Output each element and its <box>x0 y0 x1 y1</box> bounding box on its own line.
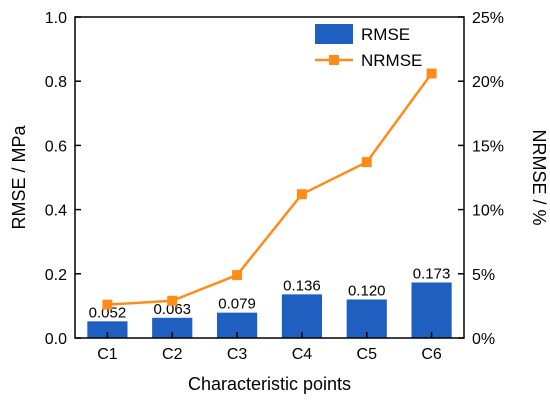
nrmse-marker-c3 <box>232 270 243 281</box>
y-tick-label-right: 15% <box>472 138 504 155</box>
bar-c2 <box>152 317 193 338</box>
y-tick-label-right: 5% <box>472 267 495 284</box>
bar-value-label-c4: 0.136 <box>283 277 321 294</box>
y-tick-label-left: 0.2 <box>45 267 67 284</box>
y-tick-label-left: 0.0 <box>45 331 67 348</box>
nrmse-marker-c4 <box>296 189 307 200</box>
bar-data-labels: 0.052 0.063 0.079 0.136 0.120 0.173 <box>89 265 451 321</box>
y-tick-label-right: 0% <box>472 331 495 348</box>
y-tick-label-right: 10% <box>472 203 504 220</box>
axis-ticks: 0.0 0.2 0.4 0.6 0.8 1.0 0% 5% 10% 15% 20% 25% C1 C2 C3… <box>45 10 504 363</box>
bar-series <box>87 282 452 338</box>
y-tick-label-left: 0.4 <box>45 203 67 220</box>
nrmse-marker-c2 <box>167 295 178 306</box>
bar-c5 <box>346 299 387 338</box>
legend-swatch-rmse <box>315 24 353 44</box>
x-tick-label-c1: C1 <box>97 346 118 363</box>
plot-area: 0.052 0.063 0.079 0.136 0.120 0.173 <box>87 68 452 338</box>
bar-value-label-c3: 0.079 <box>218 296 256 313</box>
x-tick-label-c4: C4 <box>292 346 313 363</box>
legend: RMSE NRMSE <box>315 24 422 70</box>
legend-label-nrmse: NRMSE <box>361 51 422 70</box>
nrmse-line <box>107 72 433 306</box>
y-axis-title-left: RMSE / MPa <box>9 125 29 230</box>
legend-label-rmse: RMSE <box>361 25 410 44</box>
line-series <box>102 68 437 310</box>
x-axis-title: Characteristic points <box>188 374 351 394</box>
bar-value-label-c6: 0.173 <box>413 265 451 282</box>
x-tick-label-c5: C5 <box>357 346 378 363</box>
bar-c1 <box>87 321 128 338</box>
y-tick-label-left: 0.6 <box>45 138 67 155</box>
y-axis-title-right: NRMSE / % <box>529 129 549 225</box>
nrmse-marker-c5 <box>361 157 372 168</box>
y-tick-label-right: 20% <box>472 74 504 91</box>
bar-c6 <box>411 282 452 338</box>
bar-c4 <box>281 294 323 338</box>
axes-frame <box>74 16 465 339</box>
bar-value-label-c2: 0.063 <box>153 301 191 318</box>
bar-value-label-c5: 0.120 <box>348 282 386 299</box>
x-tick-label-c6: C6 <box>421 346 442 363</box>
x-tick-label-c2: C2 <box>162 346 183 363</box>
nrmse-marker-c6 <box>426 68 437 79</box>
y-tick-label-left: 1.0 <box>45 10 67 27</box>
x-tick-label-c3: C3 <box>227 346 248 363</box>
bar-value-label-c1: 0.052 <box>89 304 127 321</box>
nrmse-marker-c1 <box>102 299 113 310</box>
y-tick-label-left: 0.8 <box>45 74 67 91</box>
y-tick-label-right: 25% <box>472 10 504 27</box>
legend-swatch-nrmse-marker <box>329 55 339 65</box>
plot-frame <box>74 16 465 339</box>
